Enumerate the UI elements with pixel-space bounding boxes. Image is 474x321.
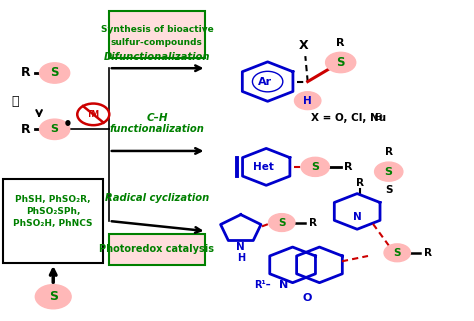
Text: O: O xyxy=(302,293,311,303)
Text: TM: TM xyxy=(87,110,100,119)
Circle shape xyxy=(384,244,410,262)
Circle shape xyxy=(36,285,71,309)
Text: Ar: Ar xyxy=(258,77,273,87)
Text: R: R xyxy=(21,66,31,80)
Text: H: H xyxy=(237,253,245,263)
Text: X: X xyxy=(299,39,309,52)
FancyBboxPatch shape xyxy=(109,11,205,58)
Text: X = O, Cl, Nu: X = O, Cl, Nu xyxy=(311,113,387,123)
FancyBboxPatch shape xyxy=(3,179,103,263)
Text: Radical cyclization: Radical cyclization xyxy=(105,193,209,203)
Text: S: S xyxy=(393,248,401,258)
Text: •: • xyxy=(63,117,73,132)
Text: Photoredox catalysis: Photoredox catalysis xyxy=(100,244,214,254)
Text: R: R xyxy=(309,218,317,228)
Text: ⊖: ⊖ xyxy=(374,112,383,122)
Text: Synthesis of bioactive: Synthesis of bioactive xyxy=(100,25,213,34)
Text: N: N xyxy=(280,280,289,290)
FancyBboxPatch shape xyxy=(109,234,205,265)
Text: R: R xyxy=(345,162,353,172)
Text: C–H: C–H xyxy=(146,113,168,123)
Text: PhSH, PhSO₂R,: PhSH, PhSO₂R, xyxy=(16,195,91,204)
Text: R: R xyxy=(356,178,364,188)
Circle shape xyxy=(326,52,356,73)
Text: S: S xyxy=(337,56,345,69)
Text: Het: Het xyxy=(254,162,274,172)
Circle shape xyxy=(39,119,70,140)
Text: S: S xyxy=(51,124,59,134)
Circle shape xyxy=(294,92,321,109)
Text: R: R xyxy=(385,147,393,157)
Text: R: R xyxy=(21,123,31,136)
Text: S: S xyxy=(311,162,319,172)
Circle shape xyxy=(39,63,70,83)
Circle shape xyxy=(77,104,109,125)
Circle shape xyxy=(374,162,403,181)
Text: 💡: 💡 xyxy=(12,95,19,108)
Text: R: R xyxy=(424,248,432,258)
Circle shape xyxy=(269,214,295,231)
Text: H: H xyxy=(303,96,312,106)
Text: Difunctionalization: Difunctionalization xyxy=(104,53,210,63)
Text: S: S xyxy=(385,185,392,195)
Text: PhSO₂H, PhNCS: PhSO₂H, PhNCS xyxy=(13,219,93,228)
Text: R: R xyxy=(337,39,345,48)
Text: S: S xyxy=(278,218,285,228)
Text: PhSO₂SPh,: PhSO₂SPh, xyxy=(26,207,81,216)
Text: functionalization: functionalization xyxy=(109,124,204,134)
Text: N: N xyxy=(353,212,362,222)
Text: sulfur-compounds: sulfur-compounds xyxy=(111,38,203,47)
Text: S: S xyxy=(385,167,393,177)
Circle shape xyxy=(301,157,329,177)
Text: R¹–: R¹– xyxy=(255,280,271,290)
Text: S: S xyxy=(50,66,59,80)
Text: N: N xyxy=(237,242,245,252)
Text: S: S xyxy=(49,290,58,303)
